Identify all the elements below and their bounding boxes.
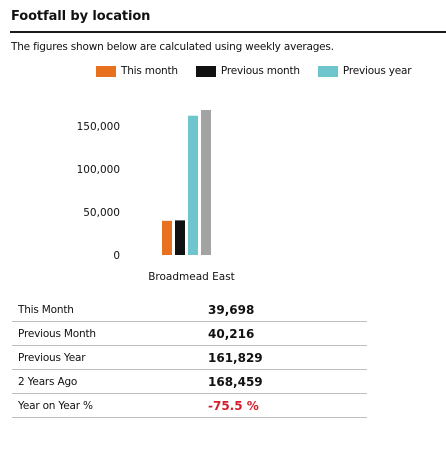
table-row: This Month 39,698 xyxy=(12,298,367,322)
table-row: Year on Year % -75.5 % xyxy=(12,393,367,418)
legend-item-this-month[interactable]: This month xyxy=(96,65,178,77)
stat-value-year-on-year: -75.5 % xyxy=(208,393,367,418)
legend-swatch xyxy=(195,65,216,77)
footfall-stats-table: This Month 39,698 Previous Month 40,216 … xyxy=(12,298,367,418)
title-divider xyxy=(10,31,446,33)
y-tick-label: 100,000 xyxy=(77,164,120,176)
bar[interactable] xyxy=(162,220,172,255)
bar[interactable] xyxy=(188,115,198,255)
y-tick-label: 0 xyxy=(113,250,120,262)
stat-value: 40,216 xyxy=(208,321,367,346)
stat-value: 161,829 xyxy=(208,345,367,370)
x-category-label: Broadmead East xyxy=(148,271,235,283)
stat-label: 2 Years Ago xyxy=(12,369,208,394)
y-tick-label: 50,000 xyxy=(83,207,120,219)
stat-label: Previous Month xyxy=(12,321,208,346)
legend-item-previous-year[interactable]: Previous year xyxy=(317,65,412,77)
stat-value: 39,698 xyxy=(208,298,367,322)
legend-item-previous-month[interactable]: Previous month xyxy=(195,65,300,77)
table-row: 2 Years Ago 168,459 xyxy=(12,369,367,394)
stat-label: Year on Year % xyxy=(12,393,208,418)
legend-label: Previous year xyxy=(342,65,412,77)
table-row: Previous Year 161,829 xyxy=(12,345,367,370)
chart-legend: This month Previous month Previous year xyxy=(96,65,412,77)
page-title: Footfall by location xyxy=(11,9,151,24)
footfall-bar-chart: 0 50,000 100,000 150,000 Broadmead East xyxy=(77,110,235,283)
bar[interactable] xyxy=(201,110,211,255)
stat-value: 168,459 xyxy=(208,369,367,394)
table-row: Previous Month 40,216 xyxy=(12,321,367,346)
legend-swatch xyxy=(317,65,338,77)
stat-label: This Month xyxy=(12,298,208,322)
stat-label: Previous Year xyxy=(12,345,208,370)
legend-label: Previous month xyxy=(220,65,300,77)
bar[interactable] xyxy=(175,220,185,255)
legend-label: This month xyxy=(121,65,178,77)
y-tick-label: 150,000 xyxy=(77,121,120,133)
legend-swatch xyxy=(96,65,116,77)
page-subtitle: The figures shown below are calculated u… xyxy=(11,41,334,53)
